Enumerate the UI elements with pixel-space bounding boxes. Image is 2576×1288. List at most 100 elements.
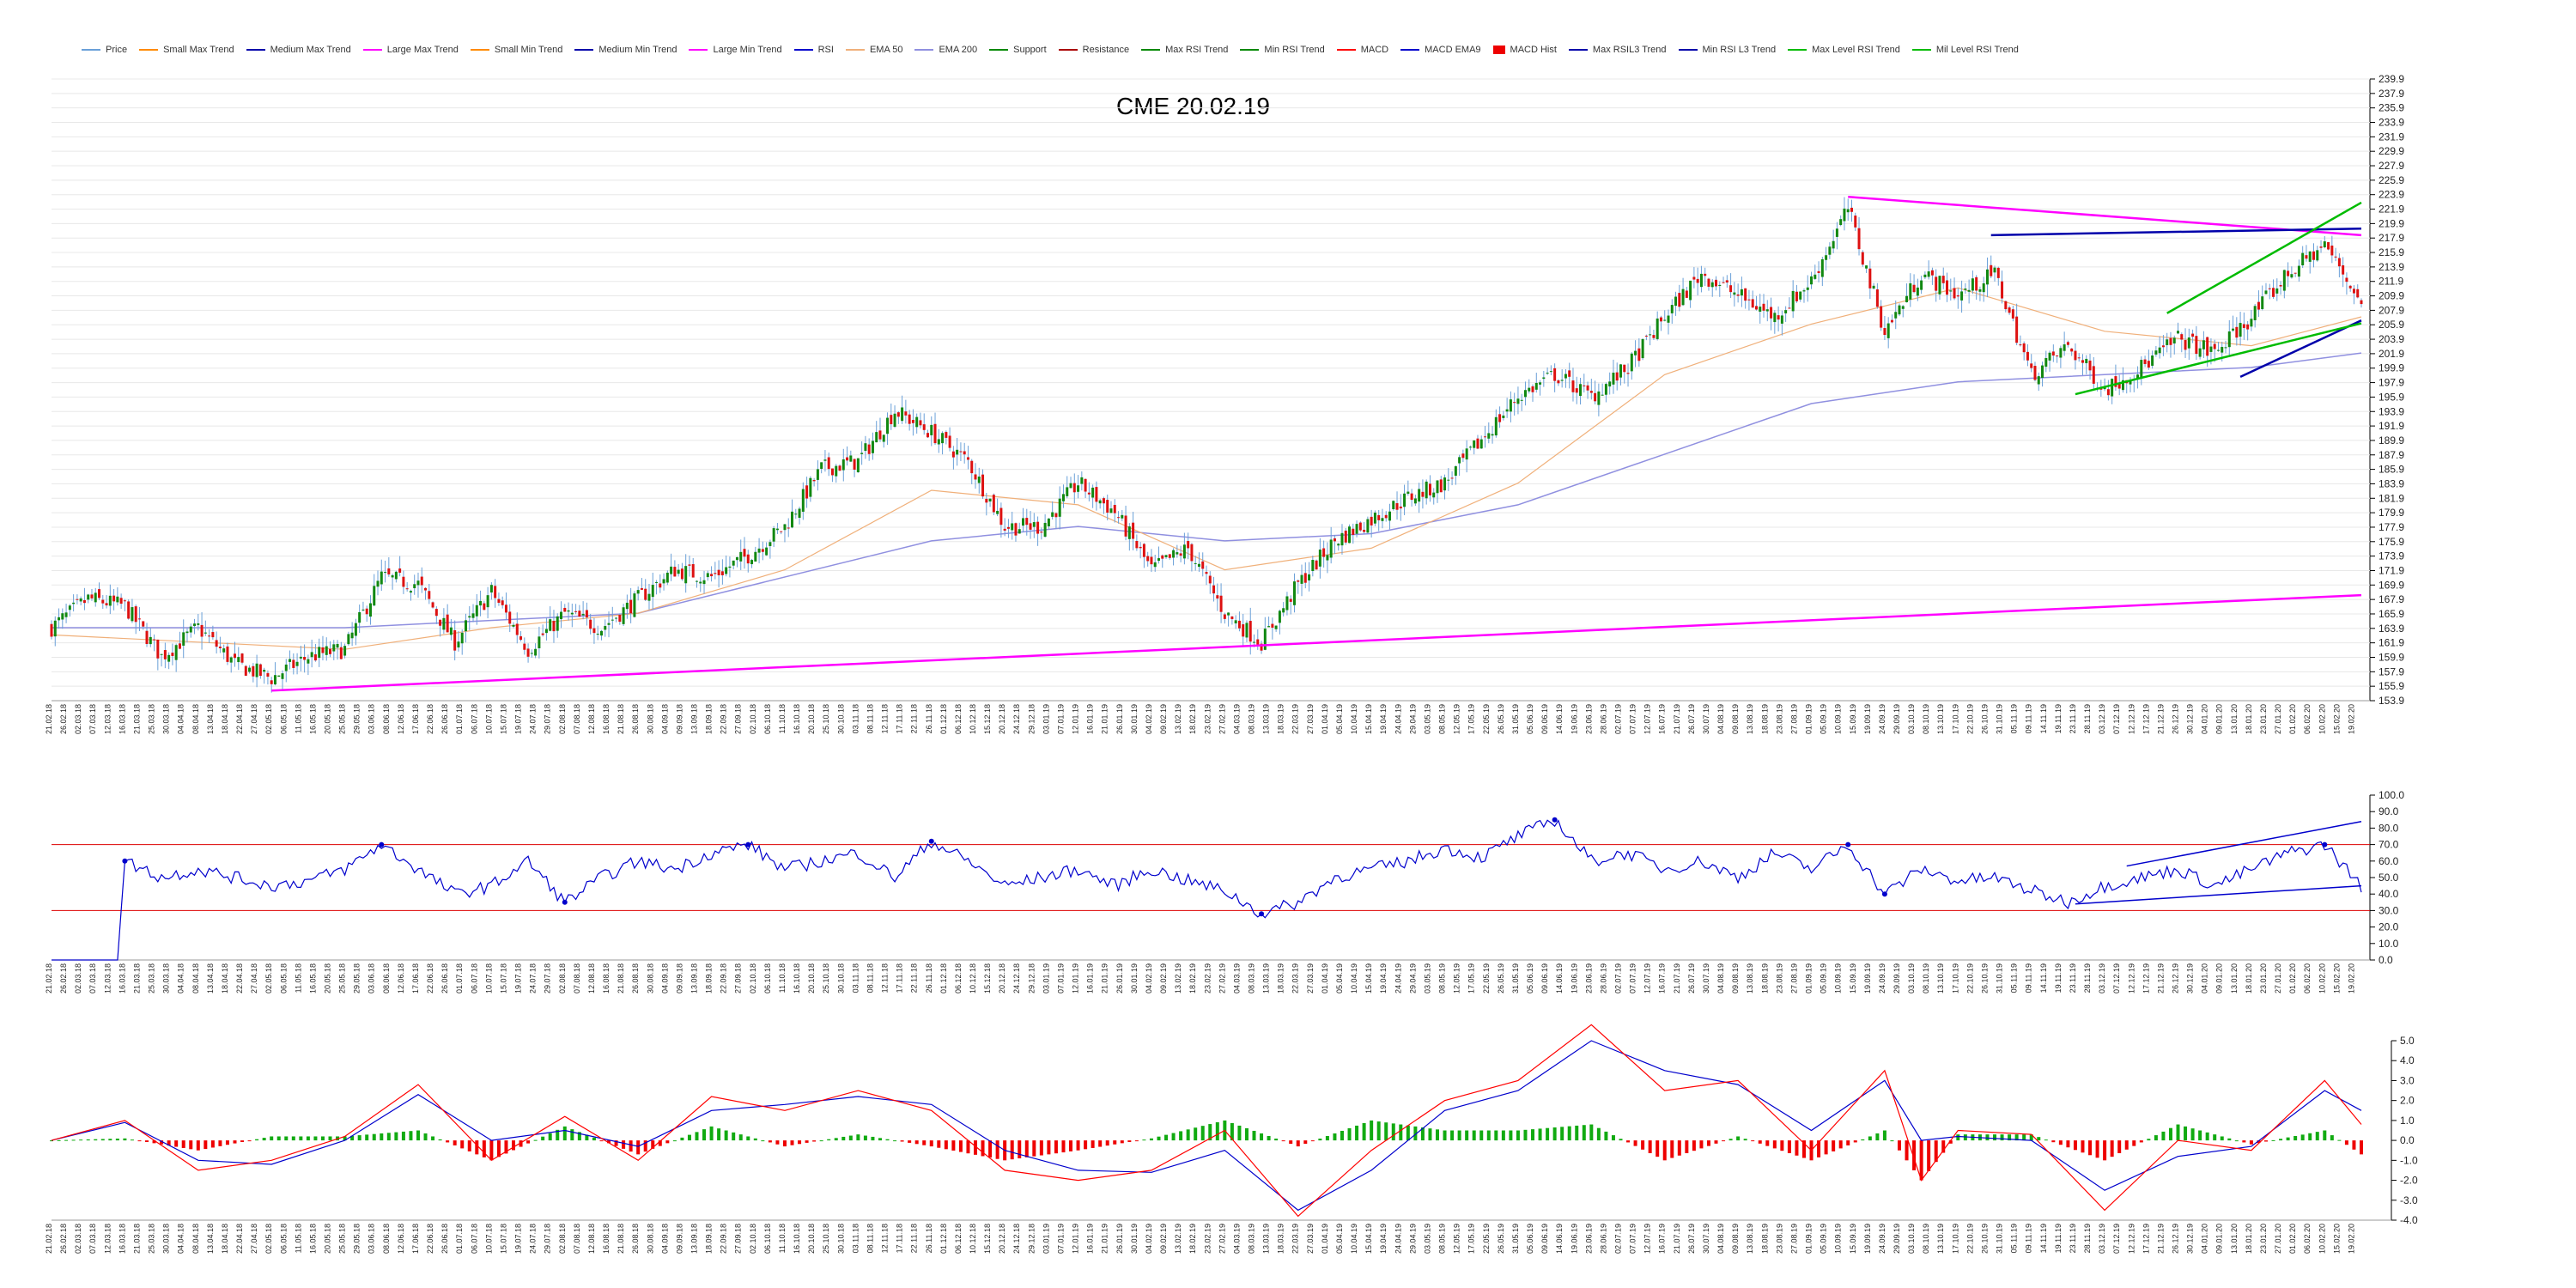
candle-body: [1795, 291, 1798, 301]
macd-hist-bar: [658, 1140, 662, 1146]
candle-body: [1710, 282, 1714, 288]
macd-hist-bar: [709, 1126, 714, 1141]
candle-body: [233, 653, 236, 659]
candle-body: [127, 601, 131, 619]
candle-body: [2037, 376, 2040, 385]
candle-body: [783, 524, 787, 531]
y-tick-label: 10.0: [2379, 938, 2399, 950]
candle-body: [1696, 278, 1699, 283]
candle-body: [1308, 574, 1311, 580]
y-tick-label: -2.0: [2400, 1175, 2418, 1187]
macd-hist-bar: [1465, 1130, 1469, 1141]
x-tick-label: 24.07.18: [529, 963, 538, 993]
candle-body: [380, 571, 383, 585]
x-tick-label: 26.06.18: [440, 963, 449, 993]
x-tick-label: 21.02.18: [45, 963, 53, 993]
macd-hist-bar: [489, 1140, 494, 1161]
candle-body: [2111, 379, 2114, 397]
candle-body: [1172, 550, 1176, 558]
candle-body: [1520, 399, 1523, 401]
candle-body: [765, 547, 769, 556]
y-tick-label: 203.9: [2379, 333, 2404, 345]
candle-body: [1428, 483, 1431, 495]
macd-hist-bar: [380, 1133, 384, 1141]
candle-body: [1132, 522, 1135, 539]
candle-body: [988, 498, 992, 502]
legend-swatch: [1678, 49, 1698, 51]
macd-hist-bar: [2147, 1139, 2151, 1141]
candle-body: [1473, 440, 1476, 448]
candle-body: [1058, 498, 1061, 517]
candle-body: [1725, 280, 1728, 283]
legend-label: Min RSI L3 Trend: [1702, 45, 1777, 55]
candle-body: [1993, 267, 1996, 273]
x-tick-label: 09.01.20: [2215, 963, 2224, 993]
candle-body: [1894, 312, 1898, 319]
x-tick-label: 22.03.19: [1291, 704, 1300, 734]
macd-hist-bar: [937, 1140, 941, 1148]
x-tick-label: 16.03.18: [118, 704, 126, 734]
candle-body: [1054, 513, 1058, 518]
x-tick-label: 23.08.19: [1775, 704, 1783, 734]
candle-body: [1087, 492, 1091, 495]
x-tick-label: 28.11.19: [2083, 963, 2092, 993]
macd-hist-bar: [1325, 1136, 1329, 1141]
candle-body: [1839, 219, 1843, 226]
macd-hist-bar: [1134, 1140, 1139, 1142]
macd-hist-bar: [1501, 1130, 1505, 1141]
candle-body: [1164, 555, 1168, 557]
candle-body: [2172, 337, 2176, 343]
candle-body: [464, 620, 467, 632]
x-tick-label: 20.10.18: [807, 704, 816, 734]
macd-hist-bar: [1523, 1129, 1528, 1141]
candle-body: [2143, 359, 2147, 364]
macd-hist-bar: [893, 1140, 897, 1142]
candle-body: [574, 611, 578, 612]
candle-body: [1344, 530, 1347, 543]
candle-body: [2129, 380, 2132, 385]
x-tick-label: 22.11.18: [910, 704, 919, 733]
macd-hist-bar: [1171, 1133, 1176, 1141]
candle-body: [830, 468, 834, 476]
legend-label: RSI: [817, 45, 834, 55]
x-tick-label: 08.10.19: [1922, 1224, 1930, 1254]
x-tick-label: 14.11.19: [2039, 963, 2048, 993]
candle-body: [1061, 494, 1065, 501]
candle-body: [1142, 544, 1145, 557]
candle-body: [794, 513, 798, 515]
candle-body: [1113, 505, 1116, 513]
x-tick-label: 24.07.18: [529, 704, 538, 734]
candle-body: [1051, 512, 1054, 517]
candle-body: [2337, 258, 2341, 267]
x-tick-label: 18.04.18: [221, 1224, 229, 1254]
x-tick-label: 07.12.19: [2112, 704, 2121, 734]
x-tick-label: 22.05.19: [1482, 704, 1491, 734]
x-tick-label: 04.04.18: [177, 704, 185, 734]
y-tick-label: -3.0: [2400, 1194, 2418, 1206]
candle-body: [882, 434, 885, 442]
candle-body: [2301, 252, 2305, 265]
candle-body: [1388, 511, 1391, 521]
candle-body: [1872, 285, 1875, 289]
candle-body: [145, 630, 149, 644]
x-tick-label: 27.04.18: [250, 963, 258, 993]
x-tick-label: 22.11.18: [910, 963, 919, 993]
candle-body: [1930, 270, 1934, 276]
macd-hist-bar: [1546, 1127, 1550, 1141]
y-tick-label: 217.9: [2379, 232, 2404, 244]
candle-body: [2019, 344, 2022, 346]
x-tick-label: 30.08.18: [646, 704, 654, 734]
candle-body: [1667, 315, 1670, 323]
candle-body: [178, 643, 181, 649]
x-tick-label: 05.04.19: [1335, 704, 1344, 734]
x-tick-label: 27.09.18: [734, 963, 743, 993]
x-tick-label: 06.02.20: [2303, 704, 2312, 734]
candle-body: [240, 653, 244, 663]
macd-hist-bar: [1685, 1140, 1689, 1153]
macd-hist-bar: [775, 1140, 780, 1145]
x-tick-label: 02.08.18: [558, 704, 567, 734]
candle-body: [1589, 391, 1593, 393]
y-tick-label: 185.9: [2379, 464, 2404, 476]
candle-body: [523, 643, 526, 650]
candle-body: [50, 623, 53, 637]
